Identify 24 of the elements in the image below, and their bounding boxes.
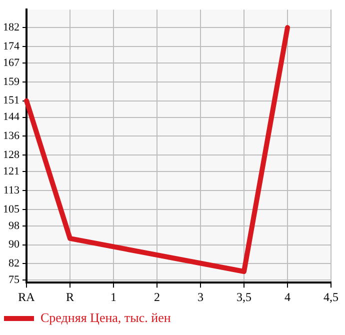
y-tick-label: 98 <box>8 220 20 232</box>
y-tick-label: 121 <box>3 165 20 178</box>
y-tick-label: 174 <box>3 40 20 52</box>
y-tick-label: 82 <box>8 258 20 270</box>
x-tick-label: 3,5 <box>236 290 252 304</box>
x-tick-label: R <box>66 290 74 304</box>
y-tick-label: 144 <box>3 111 20 124</box>
x-tick-label: 4 <box>284 290 290 304</box>
y-tick-label: 75 <box>8 274 20 286</box>
y-tick-label: 128 <box>3 148 20 161</box>
legend-label: Средняя Цена, тыс. йен <box>40 310 171 325</box>
y-tick-label: 105 <box>3 203 20 216</box>
y-tick-label: 159 <box>3 76 20 88</box>
y-tick-label: 167 <box>3 56 20 69</box>
x-tick-label: 1 <box>110 290 116 304</box>
x-tick-label: 2 <box>154 290 160 304</box>
x-tick-label: 3 <box>198 290 204 304</box>
y-tick-label: 113 <box>3 184 20 196</box>
y-tick-label: 182 <box>3 21 20 34</box>
y-tick-label: 151 <box>3 94 20 107</box>
y-tick-label: 90 <box>8 238 20 251</box>
y-tick-label: 136 <box>3 130 20 142</box>
x-tick-label: 4,5 <box>324 290 338 304</box>
x-tick-label: RA <box>18 290 36 304</box>
